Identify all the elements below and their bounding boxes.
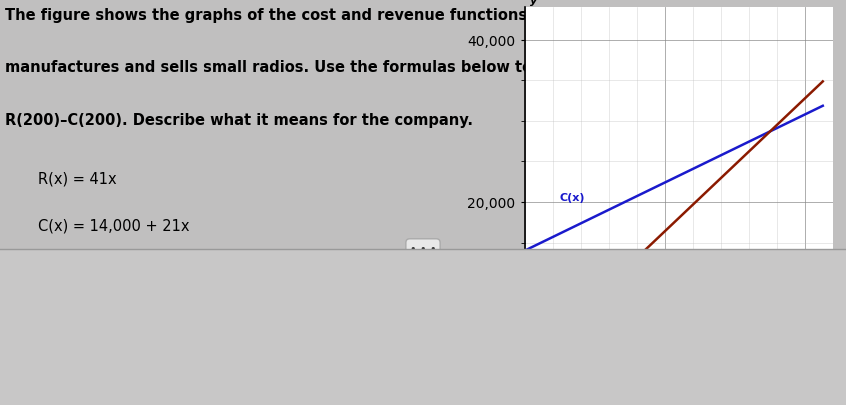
Text: R(200)–C(200) = $: R(200)–C(200) = $ [76,343,214,358]
Text: y: y [530,0,537,6]
X-axis label: Radios Produced and Sold: Radios Produced and Sold [611,393,747,403]
Text: C(x) = 14,000 + 21x: C(x) = 14,000 + 21x [39,218,190,233]
Text: What is the value of R(200)–C(200)?: What is the value of R(200)–C(200)? [76,277,343,292]
Text: C(x): C(x) [559,193,585,203]
Text: • • •: • • • [409,243,437,253]
Text: R(200)–C(200). Describe what it means for the company.: R(200)–C(200). Describe what it means fo… [6,113,474,128]
Text: R(x) = 41x: R(x) = 41x [39,171,117,186]
FancyBboxPatch shape [212,344,239,383]
Text: x: x [832,371,838,381]
Text: manufactures and sells small radios. Use the formulas below to find: manufactures and sells small radios. Use… [6,60,570,75]
Text: R(x): R(x) [665,259,690,269]
Text: The figure shows the graphs of the cost and revenue functions of a company that: The figure shows the graphs of the cost … [6,8,684,23]
